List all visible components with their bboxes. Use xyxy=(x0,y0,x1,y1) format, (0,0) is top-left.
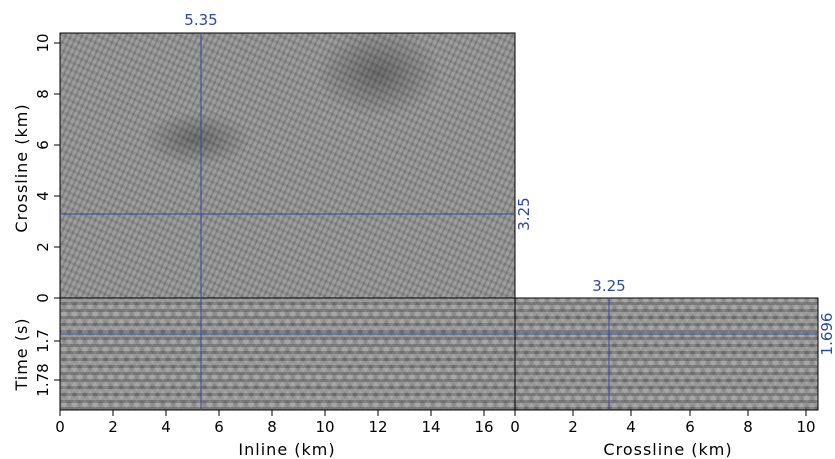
time-axis-title: Time (s) xyxy=(12,317,31,391)
crossline-left-tick-label: 8 xyxy=(34,89,52,99)
inline-tick-label: 16 xyxy=(474,418,493,436)
crossline-section-frame xyxy=(514,297,819,411)
time-tick-label: 1.7 xyxy=(34,329,52,353)
map-frame xyxy=(59,32,516,299)
inline-tick-label: 0 xyxy=(55,418,65,436)
map-y-axis-title: Crossline (km) xyxy=(12,103,31,232)
inline-tick-label: 2 xyxy=(108,418,118,436)
crossline-bottom-tick-labels: 0 2 4 6 8 10 xyxy=(510,418,815,436)
crossline-bottom-ticks xyxy=(514,410,807,416)
crossline-tick-label: 10 xyxy=(796,418,815,436)
time-ticks xyxy=(54,340,60,381)
inline-axis-title: Inline (km) xyxy=(238,440,335,459)
crossline-cursor-value-section: 3.25 xyxy=(592,277,625,295)
inline-cursor-value: 5.35 xyxy=(184,11,217,29)
depth-slice-map xyxy=(60,33,515,298)
crossline-tick-label: 2 xyxy=(568,418,578,436)
inline-tick-label: 8 xyxy=(267,418,277,436)
crossline-time-section xyxy=(515,298,818,410)
crossline-tick-label: 4 xyxy=(626,418,636,436)
crossline-cursor-value-map: 3.25 xyxy=(515,197,533,230)
inline-tick-label: 6 xyxy=(214,418,224,436)
inline-tick-label: 14 xyxy=(421,418,440,436)
crossline-left-ticks xyxy=(54,42,60,299)
inline-time-section xyxy=(60,298,515,410)
inline-tick-label: 12 xyxy=(368,418,387,436)
crossline-left-tick-label: 2 xyxy=(34,242,52,252)
inline-tick-label: 10 xyxy=(315,418,334,436)
crossline-left-tick-label: 6 xyxy=(34,140,52,150)
crossline-left-tick-label: 4 xyxy=(34,191,52,201)
time-cursor-value: 1.696 xyxy=(818,313,835,356)
inline-tick-label: 4 xyxy=(161,418,171,436)
crossline-tick-label: 8 xyxy=(743,418,753,436)
inline-section-frame xyxy=(59,297,516,411)
time-tick-label: 1.78 xyxy=(34,363,52,396)
crossline-axis-title: Crossline (km) xyxy=(603,440,732,459)
time-tick-labels: 1.7 1.78 xyxy=(34,329,52,397)
crossline-left-tick-labels: 0 2 4 6 8 10 xyxy=(34,33,52,302)
inline-tick-labels: 0 2 4 6 8 10 12 14 16 xyxy=(55,418,493,436)
crossline-left-tick-label: 10 xyxy=(34,33,52,52)
crossline-tick-label: 6 xyxy=(685,418,695,436)
crossline-tick-label: 0 xyxy=(510,418,520,436)
crossline-left-tick-label: 0 xyxy=(34,293,52,303)
inline-ticks xyxy=(59,410,485,416)
